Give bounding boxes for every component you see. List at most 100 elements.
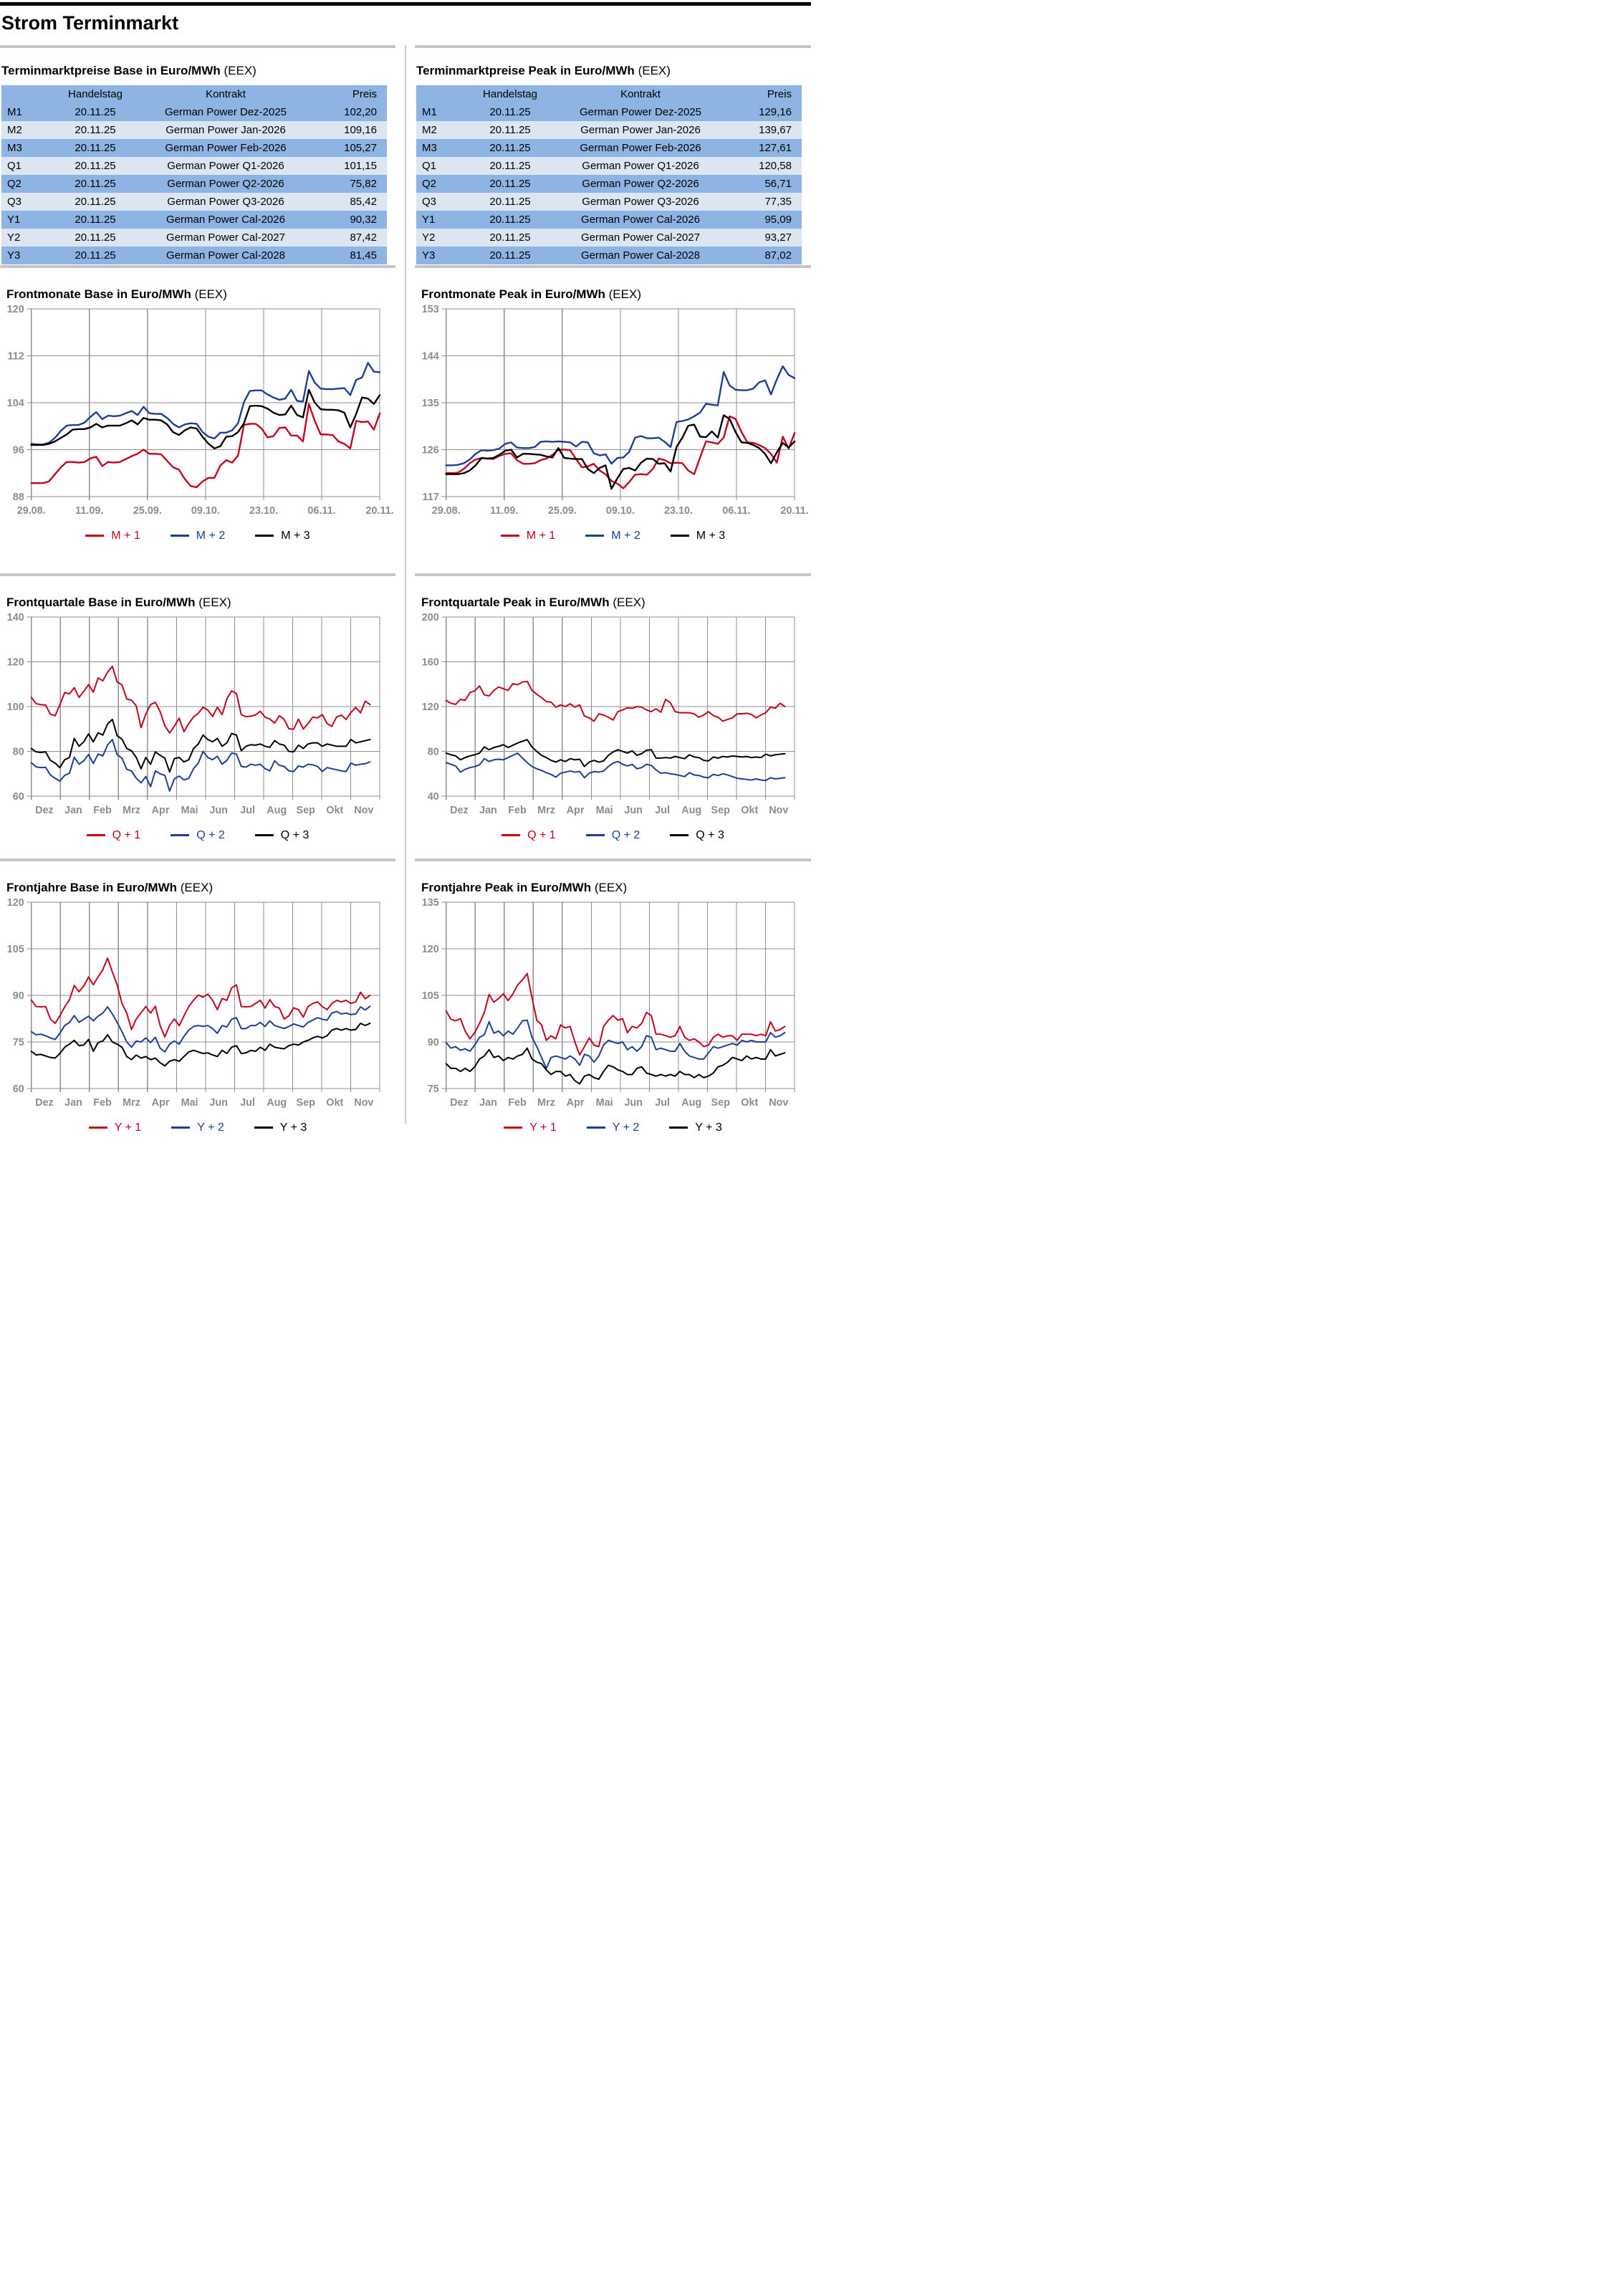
svg-text:Jun: Jun bbox=[209, 805, 228, 816]
chart-frontquartale-base: Dez Jan Feb Mrz Apr Mai Jun Jul Aug Sep Okt Nov 60 80… bbox=[0, 611, 395, 828]
svg-text:60: 60 bbox=[13, 1084, 24, 1095]
legend-label: M + 3 bbox=[281, 529, 310, 542]
svg-text:120: 120 bbox=[7, 897, 24, 909]
legend-frontjahre-peak: Y + 1 Y + 2 Y + 3 bbox=[415, 1121, 811, 1134]
legend-label: Y + 3 bbox=[695, 1121, 722, 1134]
table-cell: 20.11.25 bbox=[458, 229, 562, 247]
table-cell: 20.11.25 bbox=[43, 121, 148, 139]
chart-title-suffix: (EEX) bbox=[180, 881, 213, 894]
svg-text:120: 120 bbox=[422, 702, 439, 713]
table-cell: Q3 bbox=[1, 193, 43, 211]
svg-text:Jan: Jan bbox=[64, 1097, 82, 1109]
svg-text:Apr: Apr bbox=[152, 805, 170, 816]
svg-text:25.09.: 25.09. bbox=[548, 505, 577, 517]
section-frontmonate-peak: Frontmonate Peak in Euro/MWh (EEX) 29.08… bbox=[415, 265, 811, 573]
legend-dash-icon bbox=[500, 535, 519, 537]
table-row: M1 20.11.25 German Power Dez-2025 102,20 bbox=[1, 103, 387, 121]
svg-text:Sep: Sep bbox=[297, 805, 316, 816]
svg-text:Mai: Mai bbox=[181, 1097, 198, 1109]
svg-text:Mrz: Mrz bbox=[537, 805, 555, 816]
table-cell: 127,61 bbox=[719, 139, 802, 157]
svg-text:25.09.: 25.09. bbox=[133, 505, 162, 517]
svg-text:Aug: Aug bbox=[267, 805, 287, 816]
legend-dash-icon bbox=[670, 834, 689, 837]
table-cell: 77,35 bbox=[719, 193, 802, 211]
svg-text:80: 80 bbox=[428, 747, 439, 758]
svg-text:75: 75 bbox=[428, 1084, 439, 1095]
top-rule bbox=[0, 2, 811, 6]
table-cell: 101,15 bbox=[304, 157, 387, 175]
table-cell: M1 bbox=[1, 103, 43, 121]
price-table-base: Handelstag Kontrakt Preis M1 20.11.25 German … bbox=[1, 85, 387, 264]
table-cell: 120,58 bbox=[719, 157, 802, 175]
line-chart-svg: 29.08. 11.09. 25.09. 09.10. 23.10. 06.11. 20.1… bbox=[7, 304, 394, 517]
svg-text:29.08.: 29.08. bbox=[432, 505, 461, 517]
legend-dash-icon bbox=[502, 834, 521, 837]
legend-frontmonate-base: M + 1 M + 2 M + 3 bbox=[0, 530, 395, 542]
chart-title-frontjahre-peak: Frontjahre Peak in Euro/MWh (EEX) bbox=[421, 881, 811, 895]
legend-label: Q + 1 bbox=[527, 828, 556, 841]
table-heading-peak: Terminmarktpreise Peak in Euro/MWh (EEX) bbox=[416, 64, 811, 78]
line-chart-svg: Dez Jan Feb Mrz Apr Mai Jun Jul Aug Sep Okt Nov 40 80… bbox=[422, 612, 795, 816]
section-terminmarktpreise-peak: Terminmarktpreise Peak in Euro/MWh (EEX)… bbox=[415, 45, 811, 265]
chart-frontquartale-peak: Dez Jan Feb Mrz Apr Mai Jun Jul Aug Sep Okt Nov 40 80… bbox=[415, 611, 811, 828]
table-cell: German Power Jan-2026 bbox=[562, 121, 719, 139]
table-cell: Y3 bbox=[1, 247, 43, 264]
svg-text:Dez: Dez bbox=[450, 805, 469, 816]
legend-dash-icon bbox=[585, 535, 605, 537]
chart-title-text: Frontmonate Base in Euro/MWh bbox=[6, 287, 191, 301]
legend-dash-icon bbox=[504, 1127, 523, 1129]
column-header: Kontrakt bbox=[148, 85, 304, 103]
chart-frontmonate-peak: 29.08. 11.09. 25.09. 09.10. 23.10. 06.11. 20.1… bbox=[415, 303, 811, 528]
legend-label: Y + 1 bbox=[114, 1121, 142, 1134]
chart-title-suffix: (EEX) bbox=[608, 287, 641, 301]
svg-text:Feb: Feb bbox=[93, 1097, 112, 1109]
legend-item: Y + 1 bbox=[504, 1121, 557, 1134]
table-heading-suffix: (EEX) bbox=[638, 64, 671, 77]
table-row: M2 20.11.25 German Power Jan-2026 109,16 bbox=[1, 121, 387, 139]
legend-label: Q + 1 bbox=[112, 828, 141, 841]
legend-label: Q + 3 bbox=[696, 828, 724, 841]
table-header-row: Handelstag Kontrakt Preis bbox=[1, 85, 387, 103]
legend-dash-icon bbox=[254, 834, 274, 837]
svg-text:Apr: Apr bbox=[567, 805, 585, 816]
svg-text:Jun: Jun bbox=[624, 1097, 643, 1109]
table-cell: German Power Q2-2026 bbox=[148, 175, 304, 193]
column-header: Handelstag bbox=[458, 85, 562, 103]
table-cell: 20.11.25 bbox=[43, 157, 148, 175]
table-row: Q2 20.11.25 German Power Q2-2026 56,71 bbox=[416, 175, 802, 193]
table-cell: 20.11.25 bbox=[43, 175, 148, 193]
legend-item: Q + 1 bbox=[502, 829, 556, 842]
table-cell: 87,02 bbox=[719, 247, 802, 264]
legend-label: Q + 2 bbox=[196, 828, 225, 841]
svg-text:Jan: Jan bbox=[479, 805, 497, 816]
table-row: M1 20.11.25 German Power Dez-2025 129,16 bbox=[416, 103, 802, 121]
content-columns: Terminmarktpreise Base in Euro/MWh (EEX)… bbox=[0, 45, 811, 1152]
svg-text:09.10.: 09.10. bbox=[606, 505, 635, 517]
svg-text:Feb: Feb bbox=[508, 805, 527, 816]
legend-item: Y + 2 bbox=[586, 1121, 639, 1134]
legend-dash-icon bbox=[170, 535, 189, 537]
table-cell: Q1 bbox=[1, 157, 43, 175]
table-cell: German Power Jan-2026 bbox=[148, 121, 304, 139]
chart-frontmonate-base: 29.08. 11.09. 25.09. 09.10. 23.10. 06.11. 20.1… bbox=[0, 303, 395, 528]
svg-text:105: 105 bbox=[422, 990, 439, 1002]
svg-text:06.11.: 06.11. bbox=[307, 505, 335, 517]
table-row: M3 20.11.25 German Power Feb-2026 105,27 bbox=[1, 139, 387, 157]
svg-text:Jul: Jul bbox=[655, 805, 670, 816]
svg-text:135: 135 bbox=[422, 897, 439, 909]
legend-label: M + 1 bbox=[111, 529, 140, 542]
table-cell: German Power Cal-2026 bbox=[148, 211, 304, 229]
legend-item: Q + 1 bbox=[86, 828, 141, 842]
legend-label: Q + 2 bbox=[611, 828, 640, 841]
line-chart-svg: 29.08. 11.09. 25.09. 09.10. 23.10. 06.11. 20.1… bbox=[422, 304, 809, 517]
table-row: Y1 20.11.25 German Power Cal-2026 90,32 bbox=[1, 211, 387, 229]
section-frontjahre-base: Frontjahre Base in Euro/MWh (EEX) Dez Jan… bbox=[0, 858, 395, 1145]
legend-item: Q + 2 bbox=[585, 828, 640, 842]
svg-text:Mrz: Mrz bbox=[123, 1097, 140, 1109]
svg-text:Jul: Jul bbox=[240, 805, 255, 816]
svg-text:96: 96 bbox=[13, 444, 24, 456]
table-cell: 20.11.25 bbox=[458, 157, 562, 175]
svg-text:20.11.: 20.11. bbox=[366, 505, 394, 517]
legend-item: Q + 3 bbox=[670, 829, 724, 842]
